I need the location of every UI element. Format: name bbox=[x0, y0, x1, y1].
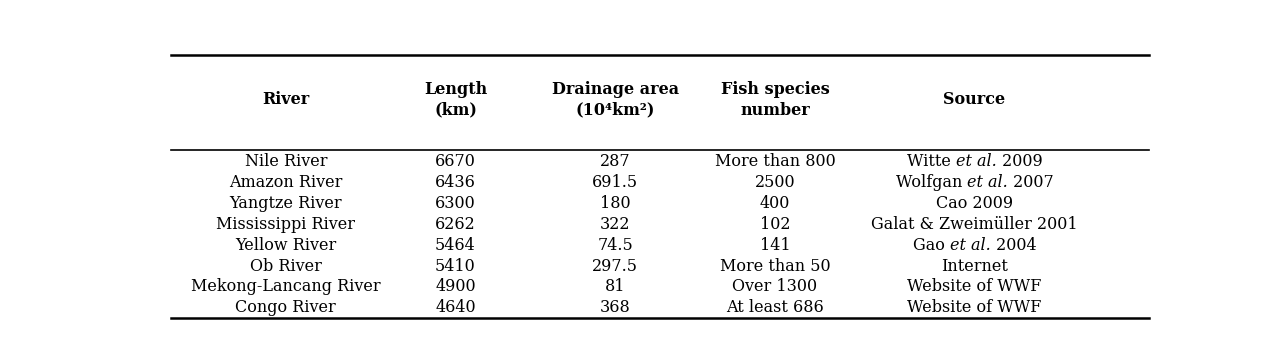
Text: 287: 287 bbox=[600, 153, 631, 170]
Text: Nile River: Nile River bbox=[245, 153, 327, 170]
Text: Witte: Witte bbox=[907, 153, 956, 170]
Text: 322: 322 bbox=[600, 216, 630, 233]
Text: Congo River: Congo River bbox=[236, 300, 336, 316]
Text: Drainage area
(10⁴km²): Drainage area (10⁴km²) bbox=[551, 81, 679, 119]
Text: 4640: 4640 bbox=[435, 300, 475, 316]
Text: 6670: 6670 bbox=[435, 153, 475, 170]
Text: 400: 400 bbox=[760, 195, 790, 212]
Text: Website of WWF: Website of WWF bbox=[907, 300, 1042, 316]
Text: Yangtze River: Yangtze River bbox=[229, 195, 343, 212]
Text: 6436: 6436 bbox=[435, 174, 475, 191]
Text: 5464: 5464 bbox=[435, 237, 475, 254]
Text: 368: 368 bbox=[600, 300, 631, 316]
Text: Galat & Zweimüller 2001: Galat & Zweimüller 2001 bbox=[871, 216, 1078, 233]
Text: 6300: 6300 bbox=[435, 195, 475, 212]
Text: More than 800: More than 800 bbox=[715, 153, 835, 170]
Text: 691.5: 691.5 bbox=[592, 174, 639, 191]
Text: Mekong-Lancang River: Mekong-Lancang River bbox=[191, 278, 380, 296]
Text: Fish species
number: Fish species number bbox=[720, 81, 829, 119]
Text: Yellow River: Yellow River bbox=[236, 237, 336, 254]
Text: More than 50: More than 50 bbox=[720, 258, 831, 274]
Text: Source: Source bbox=[944, 91, 1006, 108]
Text: et al.: et al. bbox=[949, 237, 990, 254]
Text: Wolfgan: Wolfgan bbox=[895, 174, 967, 191]
Text: 141: 141 bbox=[760, 237, 791, 254]
Text: 2009: 2009 bbox=[997, 153, 1042, 170]
Text: 2004: 2004 bbox=[990, 237, 1037, 254]
Text: Mississippi River: Mississippi River bbox=[216, 216, 355, 233]
Text: 4900: 4900 bbox=[435, 278, 475, 296]
Text: 2500: 2500 bbox=[755, 174, 795, 191]
Text: Over 1300: Over 1300 bbox=[733, 278, 818, 296]
Text: Cao 2009: Cao 2009 bbox=[936, 195, 1014, 212]
Text: 6262: 6262 bbox=[435, 216, 475, 233]
Text: 2007: 2007 bbox=[1007, 174, 1054, 191]
Text: 81: 81 bbox=[605, 278, 626, 296]
Text: Length
(km): Length (km) bbox=[424, 81, 487, 119]
Text: Internet: Internet bbox=[942, 258, 1009, 274]
Text: 102: 102 bbox=[760, 216, 790, 233]
Text: et al.: et al. bbox=[967, 174, 1007, 191]
Text: At least 686: At least 686 bbox=[726, 300, 824, 316]
Text: 297.5: 297.5 bbox=[592, 258, 638, 274]
Text: Amazon River: Amazon River bbox=[229, 174, 343, 191]
Text: 74.5: 74.5 bbox=[598, 237, 634, 254]
Text: et al.: et al. bbox=[956, 153, 997, 170]
Text: Website of WWF: Website of WWF bbox=[907, 278, 1042, 296]
Text: Ob River: Ob River bbox=[250, 258, 322, 274]
Text: 5410: 5410 bbox=[435, 258, 475, 274]
Text: Gao: Gao bbox=[913, 237, 949, 254]
Text: 180: 180 bbox=[600, 195, 631, 212]
Text: River: River bbox=[263, 91, 309, 108]
